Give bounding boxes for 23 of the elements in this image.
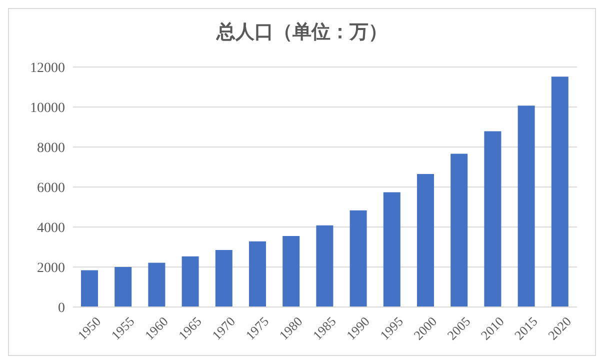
bar bbox=[350, 210, 367, 307]
bar bbox=[215, 250, 232, 307]
bar bbox=[81, 270, 98, 307]
bar bbox=[417, 174, 434, 307]
chart-title: 总人口（单位：万） bbox=[215, 20, 388, 45]
y-tick-label: 0 bbox=[58, 300, 65, 316]
bar bbox=[316, 225, 334, 307]
bar bbox=[249, 241, 266, 307]
bar bbox=[282, 236, 300, 307]
bar bbox=[114, 267, 132, 307]
y-tick-label: 6000 bbox=[37, 180, 65, 196]
bar bbox=[484, 131, 502, 307]
bar bbox=[148, 262, 166, 307]
bar bbox=[450, 154, 468, 307]
y-tick-label: 12000 bbox=[30, 60, 65, 76]
y-tick-label: 10000 bbox=[30, 100, 65, 116]
bar bbox=[383, 192, 400, 307]
y-tick-label: 4000 bbox=[37, 220, 65, 236]
y-tick-label: 8000 bbox=[37, 140, 65, 156]
bar bbox=[551, 76, 568, 307]
y-tick-label: 2000 bbox=[37, 260, 65, 276]
bar bbox=[518, 106, 535, 307]
bar bbox=[182, 256, 199, 307]
